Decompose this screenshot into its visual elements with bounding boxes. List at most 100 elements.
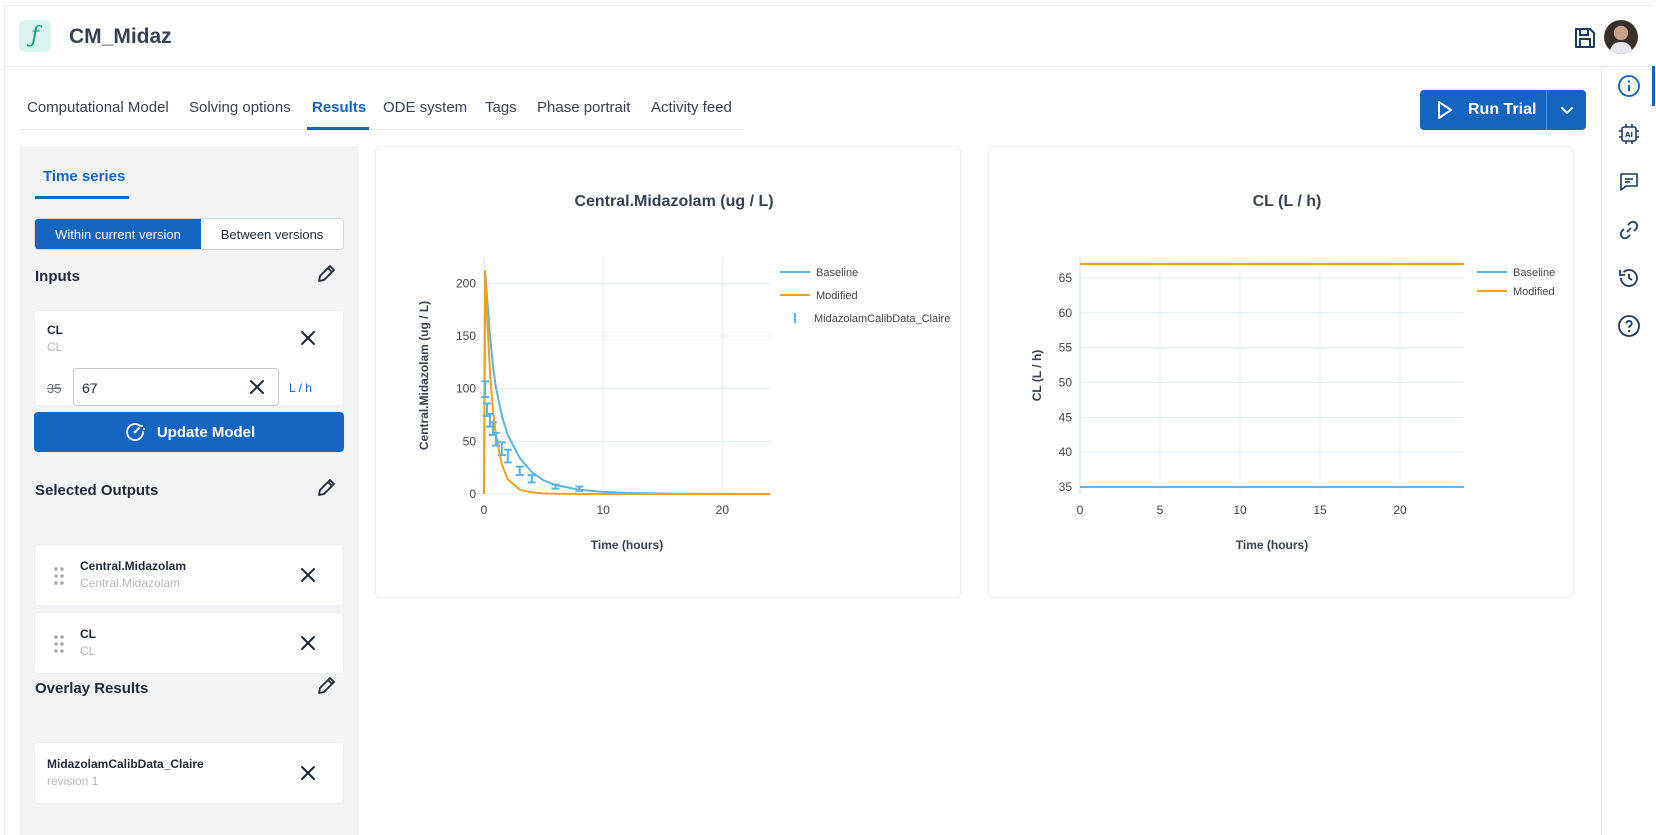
ai-chip-icon[interactable]: AI (1615, 120, 1643, 148)
run-trial-button-group: Run Trial (1420, 90, 1586, 130)
x-tick-label: 20 (716, 503, 730, 517)
x-tick-label: 5 (1157, 503, 1164, 517)
y-tick-label: 65 (1059, 271, 1073, 285)
between-versions-button[interactable]: Between versions (220, 226, 324, 242)
input-value-field-wrapper (73, 368, 279, 407)
drag-handle-icon[interactable] (53, 633, 65, 655)
chart-svg: Central.Midazolam (ug / L) 0 10 20 0 50 100 150… (417, 193, 950, 552)
x-tick-label: 0 (481, 503, 488, 517)
rail-active-indicator (1652, 66, 1655, 106)
chevron-down-icon (1560, 107, 1573, 114)
right-rail: AI (1601, 66, 1656, 835)
chart-central-midazolam: Central.Midazolam (ug / L) 0 10 20 0 50 100 150… (375, 146, 961, 598)
overlay-name: MidazolamCalibData_Claire (47, 757, 204, 771)
input-subtitle: CL (47, 340, 63, 354)
legend-label: Baseline (816, 267, 858, 279)
x-tick-label: 10 (1233, 503, 1247, 517)
subtab-indicator (35, 196, 129, 199)
y-tick-label: 150 (456, 329, 476, 343)
info-icon[interactable] (1615, 72, 1643, 100)
run-trial-dropdown-button[interactable] (1547, 90, 1586, 130)
app-logo-icon: ƒ (19, 20, 51, 52)
output-subtitle: CL (80, 644, 96, 658)
series-line-modified (483, 269, 770, 495)
subtab-time-series[interactable]: Time series (43, 168, 126, 185)
remove-output-close-icon[interactable] (297, 632, 319, 654)
overlay-card: MidazolamCalibData_Claire revision 1 (34, 742, 344, 804)
left-panel: Time series Within current version Betwe… (19, 146, 359, 835)
y-axis-title: CL (L / h) (1030, 350, 1044, 402)
legend-label: MidazolamCalibData_Claire (814, 313, 950, 325)
remove-overlay-close-icon[interactable] (297, 762, 319, 784)
y-tick-label: 50 (1059, 375, 1073, 389)
tab-activity-feed[interactable]: Activity feed (651, 99, 732, 116)
input-unit: L / h (289, 381, 312, 395)
run-trial-label: Run Trial (1468, 101, 1537, 118)
remove-input-close-icon[interactable] (297, 327, 319, 349)
output-name: Central.Midazolam (80, 559, 187, 573)
tab-computational-model[interactable]: Computational Model (27, 99, 169, 116)
app-title: CM_Midaz (69, 25, 172, 48)
comment-icon[interactable] (1615, 168, 1643, 196)
chart-title: Central.Midazolam (ug / L) (574, 193, 773, 210)
output-subtitle: Central.Midazolam (80, 576, 181, 590)
output-name: CL (80, 627, 96, 641)
active-tab-indicator (307, 127, 369, 130)
y-tick-label: 60 (1059, 306, 1073, 320)
edit-outputs-pencil-icon[interactable] (313, 475, 339, 501)
link-icon[interactable] (1615, 216, 1643, 244)
y-tick-label: 100 (456, 382, 476, 396)
overlay-subtitle: revision 1 (47, 774, 99, 788)
y-tick-label: 35 (1059, 480, 1073, 494)
x-axis-title: Time (hours) (591, 538, 663, 552)
y-tick-label: 55 (1059, 341, 1073, 355)
chart-cl: CL (L / h) 0 5 10 15 20 35 40 45 50 55 60 65 Time (ho… (988, 146, 1574, 598)
app-frame (4, 5, 1652, 835)
avatar[interactable] (1604, 20, 1638, 54)
input-old-value: 35 (47, 381, 62, 396)
y-tick-label: 0 (469, 487, 476, 501)
version-mode-toggle: Within current version Between versions (34, 218, 344, 250)
update-model-button[interactable]: Update Model (34, 412, 344, 452)
history-icon[interactable] (1615, 264, 1643, 292)
chart-svg: CL (L / h) 0 5 10 15 20 35 40 45 50 55 60 65 Time (ho… (1030, 193, 1555, 552)
y-axis-title: Central.Midazolam (ug / L) (417, 301, 431, 450)
save-icon[interactable] (1571, 24, 1599, 52)
input-name: CL (47, 323, 63, 337)
tab-phase-portrait[interactable]: Phase portrait (537, 99, 631, 116)
remove-output-close-icon[interactable] (297, 564, 319, 586)
tab-solving-options[interactable]: Solving options (189, 99, 291, 116)
input-card-cl: CL CL 35 L / h (34, 310, 344, 407)
legend-label: Baseline (1513, 267, 1555, 279)
x-tick-label: 20 (1393, 503, 1407, 517)
x-tick-label: 0 (1077, 503, 1084, 517)
y-tick-label: 50 (463, 434, 477, 448)
x-tick-label: 15 (1313, 503, 1327, 517)
clear-value-close-icon[interactable] (246, 376, 268, 398)
edit-overlay-pencil-icon[interactable] (313, 673, 339, 699)
run-trial-divider (1546, 90, 1547, 130)
y-tick-label: 45 (1059, 410, 1073, 424)
inputs-heading: Inputs (35, 268, 80, 285)
update-model-label: Update Model (156, 423, 256, 441)
selected-outputs-heading: Selected Outputs (35, 482, 159, 499)
refresh-gauge-icon (125, 423, 145, 441)
output-card-central-midazolam: Central.Midazolam Central.Midazolam (34, 544, 344, 606)
drag-handle-icon[interactable] (53, 565, 65, 587)
series-line-baseline (483, 270, 771, 495)
help-icon[interactable] (1615, 312, 1643, 340)
tab-ode-system[interactable]: ODE system (383, 99, 468, 116)
top-header: ƒ CM_Midaz (4, 6, 1652, 67)
x-tick-label: 10 (596, 503, 610, 517)
svg-text:AI: AI (1625, 131, 1633, 139)
edit-inputs-pencil-icon[interactable] (313, 261, 339, 287)
tab-results[interactable]: Results (312, 99, 367, 116)
tab-tags[interactable]: Tags (485, 99, 517, 116)
y-tick-label: 40 (1059, 445, 1073, 459)
legend-label: Modified (1513, 286, 1555, 298)
run-trial-button[interactable]: Run Trial (1420, 90, 1546, 130)
input-value-field[interactable] (74, 369, 244, 407)
within-current-version-button[interactable]: Within current version (35, 219, 201, 249)
x-axis-title: Time (hours) (1236, 538, 1308, 552)
legend-label: Modified (816, 290, 858, 302)
